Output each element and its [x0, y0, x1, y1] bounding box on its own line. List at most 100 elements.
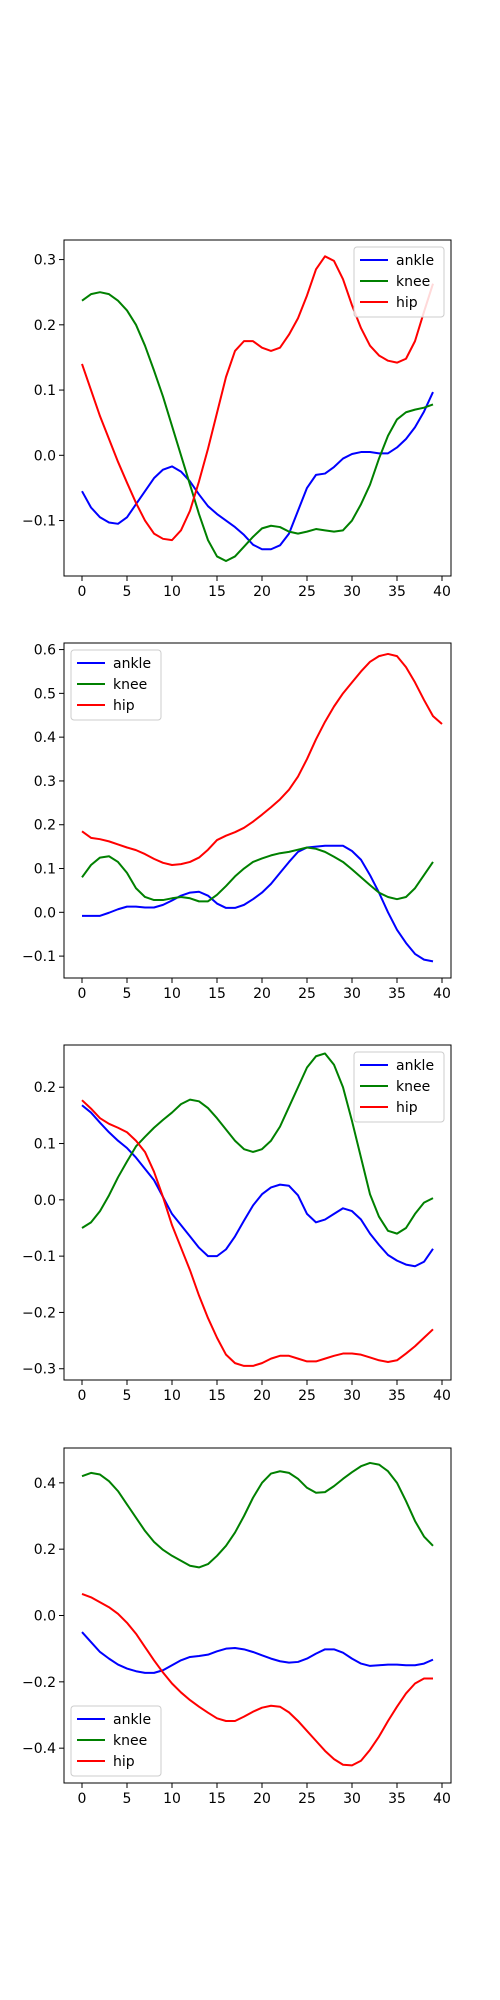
series-line-hip [81, 1593, 433, 1767]
x-tick-label: 10 [163, 1388, 181, 1404]
plot-frame [63, 642, 452, 979]
x-tick-label: 35 [388, 1791, 406, 1807]
plot-frame [63, 1044, 452, 1381]
x-tick-label: 15 [208, 1388, 226, 1404]
y-tick-label: 0.2 [34, 818, 56, 834]
x-tick-label: 10 [163, 986, 181, 1002]
plot-frame [63, 1447, 452, 1784]
x-tick-label: 20 [253, 584, 271, 600]
x-tick-label: 30 [343, 1388, 361, 1404]
y-tick-label: 0.2 [34, 1080, 56, 1096]
x-tick-label: 40 [433, 584, 451, 600]
y-tick-label: −0.1 [22, 949, 56, 965]
x-tick-label: 25 [298, 986, 316, 1002]
legend: ankle knee hip [353, 246, 445, 318]
legend-label-hip: hip [396, 1100, 418, 1116]
x-tick-label: 25 [298, 584, 316, 600]
legend-box [70, 649, 162, 721]
y-tick-label: 0.3 [34, 253, 56, 269]
x-tick-label: 25 [298, 1791, 316, 1807]
x-tick-label: 40 [433, 1791, 451, 1807]
x-tick-label: 0 [78, 584, 87, 600]
x-tick-label: 5 [123, 1791, 132, 1807]
series-line-knee [81, 1052, 434, 1235]
legend-box [353, 246, 445, 318]
legend-label-knee: knee [113, 1733, 147, 1749]
x-tick-label: 35 [388, 986, 406, 1002]
y-tick-label: 0.2 [34, 318, 56, 334]
x-tick-label: 15 [208, 986, 226, 1002]
series-line-ankle [82, 844, 434, 963]
x-tick-label: 5 [123, 986, 132, 1002]
x-tick-label: 10 [163, 1791, 181, 1807]
legend: ankle knee hip [70, 649, 162, 721]
y-tick-label: 0.1 [34, 862, 56, 878]
y-tick-label: −0.1 [22, 514, 56, 530]
y-tick-label: −0.4 [22, 1741, 56, 1757]
x-tick-label: 10 [163, 584, 181, 600]
x-tick-label: 35 [388, 584, 406, 600]
x-tick-label: 20 [253, 1388, 271, 1404]
y-tick-label: −0.1 [22, 1249, 56, 1265]
x-tick-label: 30 [343, 584, 361, 600]
y-tick-label: 0.4 [34, 1476, 56, 1492]
chart-panel-3: 0 5 10 15 20 25 30 35 40 −0.3 −0.2 −0.1 0.0 0.1 0.2 ank… [22, 1044, 452, 1404]
series-line-ankle [81, 391, 434, 551]
chart-panel-1: 0 5 10 15 20 25 30 35 40 −0.1 0.0 0.1 0.2 0.3 ankle kne… [22, 239, 452, 600]
series-line-knee [81, 1461, 434, 1569]
legend-label-ankle: ankle [113, 1712, 151, 1728]
series-line-ankle [81, 1104, 434, 1268]
y-tick-label: 0.1 [34, 1137, 56, 1153]
x-tick-label: 40 [433, 986, 451, 1002]
legend-label-hip: hip [396, 295, 418, 311]
series-line-hip [81, 255, 434, 542]
legend: ankle knee hip [70, 1705, 162, 1777]
y-tick-label: 0.4 [34, 730, 56, 746]
y-tick-label: −0.2 [22, 1675, 56, 1691]
legend-label-knee: knee [113, 677, 147, 693]
x-tick-label: 15 [208, 584, 226, 600]
y-tick-label: −0.2 [22, 1305, 56, 1321]
legend-label-knee: knee [396, 274, 430, 290]
y-tick-label: 0.6 [34, 643, 56, 659]
x-tick-label: 30 [343, 1791, 361, 1807]
y-tick-label: 0.0 [34, 1193, 56, 1209]
y-tick-label: 0.3 [34, 774, 56, 790]
legend-label-ankle: ankle [396, 1058, 434, 1074]
y-tick-label: 0.0 [34, 905, 56, 921]
x-tick-label: 5 [123, 584, 132, 600]
x-tick-label: 0 [78, 986, 87, 1002]
y-tick-label: −0.3 [22, 1362, 56, 1378]
plot-frame [63, 239, 452, 577]
x-tick-label: 40 [433, 1388, 451, 1404]
series-line-hip [81, 652, 443, 867]
x-tick-label: 0 [78, 1791, 87, 1807]
legend-label-ankle: ankle [113, 656, 151, 672]
y-tick-label: 0.0 [34, 1609, 56, 1625]
legend-label-hip: hip [113, 1754, 135, 1770]
legend-box [353, 1051, 445, 1123]
x-tick-label: 20 [253, 986, 271, 1002]
legend-box [70, 1705, 162, 1777]
series-line-knee [81, 846, 434, 903]
legend-label-ankle: ankle [396, 253, 434, 269]
x-tick-label: 20 [253, 1791, 271, 1807]
y-tick-label: 0.2 [34, 1542, 56, 1558]
legend-label-hip: hip [113, 698, 135, 714]
legend: ankle knee hip [353, 1051, 445, 1123]
y-tick-label: 0.1 [34, 383, 56, 399]
y-tick-label: 0.5 [34, 686, 56, 702]
y-tick-label: 0.0 [34, 448, 56, 464]
chart-panel-4: 0 5 10 15 20 25 30 35 40 −0.4 −0.2 0.0 0.2 0.4 ankle kn… [22, 1447, 452, 1807]
x-tick-label: 35 [388, 1388, 406, 1404]
legend-label-knee: knee [396, 1079, 430, 1095]
series-line-hip [81, 1099, 434, 1367]
series-line-ankle [81, 1631, 434, 1674]
series-line-knee [81, 291, 434, 562]
x-tick-label: 25 [298, 1388, 316, 1404]
x-tick-label: 5 [123, 1388, 132, 1404]
x-tick-label: 30 [343, 986, 361, 1002]
x-tick-label: 15 [208, 1791, 226, 1807]
chart-panel-2: 0 5 10 15 20 25 30 35 40 −0.1 0.0 0.1 0.2 0.3 0.4 0.5 0.… [22, 642, 452, 1002]
